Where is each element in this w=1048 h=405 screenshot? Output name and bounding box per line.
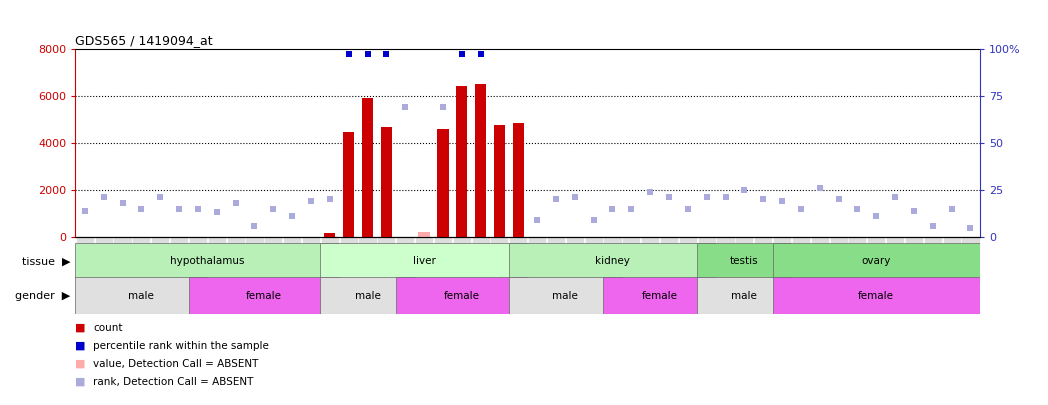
Bar (362, 98, 373, 237)
Text: ■: ■ (75, 341, 86, 351)
Point (528, 217, 545, 223)
Point (962, 224, 979, 231)
Text: ■: ■ (75, 377, 86, 386)
Point (303, 198, 320, 205)
Text: female: female (641, 291, 678, 301)
Point (284, 213, 301, 220)
Point (227, 200, 244, 206)
Text: hypothalamus: hypothalamus (170, 256, 244, 266)
Point (171, 205, 188, 212)
Text: male: male (732, 291, 758, 301)
Bar (509, 243, 716, 279)
Bar (321, 277, 415, 314)
Bar (437, 129, 449, 237)
Point (623, 205, 639, 212)
Point (943, 205, 960, 212)
Text: male: male (354, 291, 380, 301)
Text: ■: ■ (75, 359, 86, 369)
Point (849, 205, 866, 212)
Bar (512, 123, 524, 237)
Point (868, 213, 885, 220)
Point (811, 185, 828, 191)
Point (397, 104, 414, 110)
Point (924, 222, 941, 229)
Text: rank, Detection Call = ABSENT: rank, Detection Call = ABSENT (93, 377, 254, 386)
Text: female: female (443, 291, 480, 301)
Point (660, 194, 677, 200)
Text: liver: liver (413, 256, 436, 266)
Point (585, 217, 602, 223)
Point (604, 205, 620, 212)
Point (773, 198, 790, 205)
Bar (75, 277, 208, 314)
Point (679, 205, 696, 212)
Point (435, 104, 452, 110)
Bar (456, 86, 467, 237)
Bar (189, 277, 340, 314)
Point (77, 207, 93, 214)
Point (641, 188, 658, 195)
Bar (321, 243, 527, 279)
Text: ■: ■ (75, 323, 86, 333)
Point (209, 209, 225, 216)
Text: tissue  ▶: tissue ▶ (22, 256, 70, 266)
Bar (509, 277, 621, 314)
Point (717, 194, 734, 200)
Bar (697, 243, 791, 279)
Bar (324, 233, 335, 237)
Bar (603, 277, 716, 314)
Text: female: female (246, 291, 282, 301)
Text: female: female (858, 291, 894, 301)
Bar (475, 84, 486, 237)
Point (95, 194, 112, 200)
Point (736, 187, 752, 193)
Bar (396, 277, 527, 314)
Bar (418, 232, 430, 237)
Bar (380, 128, 392, 237)
Text: male: male (552, 291, 578, 301)
Text: value, Detection Call = ABSENT: value, Detection Call = ABSENT (93, 359, 259, 369)
Text: gender  ▶: gender ▶ (15, 291, 70, 301)
Text: ovary: ovary (861, 256, 891, 266)
Point (114, 200, 131, 206)
Text: GDS565 / 1419094_at: GDS565 / 1419094_at (75, 34, 213, 47)
Point (152, 194, 169, 200)
Point (133, 205, 150, 212)
Point (887, 194, 903, 200)
Bar (697, 277, 791, 314)
Point (359, 51, 376, 58)
Text: count: count (93, 323, 123, 333)
Point (698, 194, 715, 200)
Point (473, 51, 489, 58)
Point (378, 51, 395, 58)
Point (190, 205, 206, 212)
Point (566, 194, 583, 200)
Text: testis: testis (730, 256, 759, 266)
Bar (75, 243, 340, 279)
Bar (772, 243, 980, 279)
Point (454, 51, 471, 58)
Point (341, 51, 357, 58)
Text: male: male (129, 291, 154, 301)
Bar (494, 125, 505, 237)
Point (322, 196, 339, 202)
Point (755, 196, 771, 202)
Point (792, 205, 809, 212)
Point (246, 222, 263, 229)
Text: percentile rank within the sample: percentile rank within the sample (93, 341, 269, 351)
Text: kidney: kidney (595, 256, 630, 266)
Point (830, 196, 847, 202)
Bar (772, 277, 980, 314)
Bar (343, 132, 354, 237)
Point (547, 196, 564, 202)
Point (265, 205, 282, 212)
Point (905, 207, 922, 214)
